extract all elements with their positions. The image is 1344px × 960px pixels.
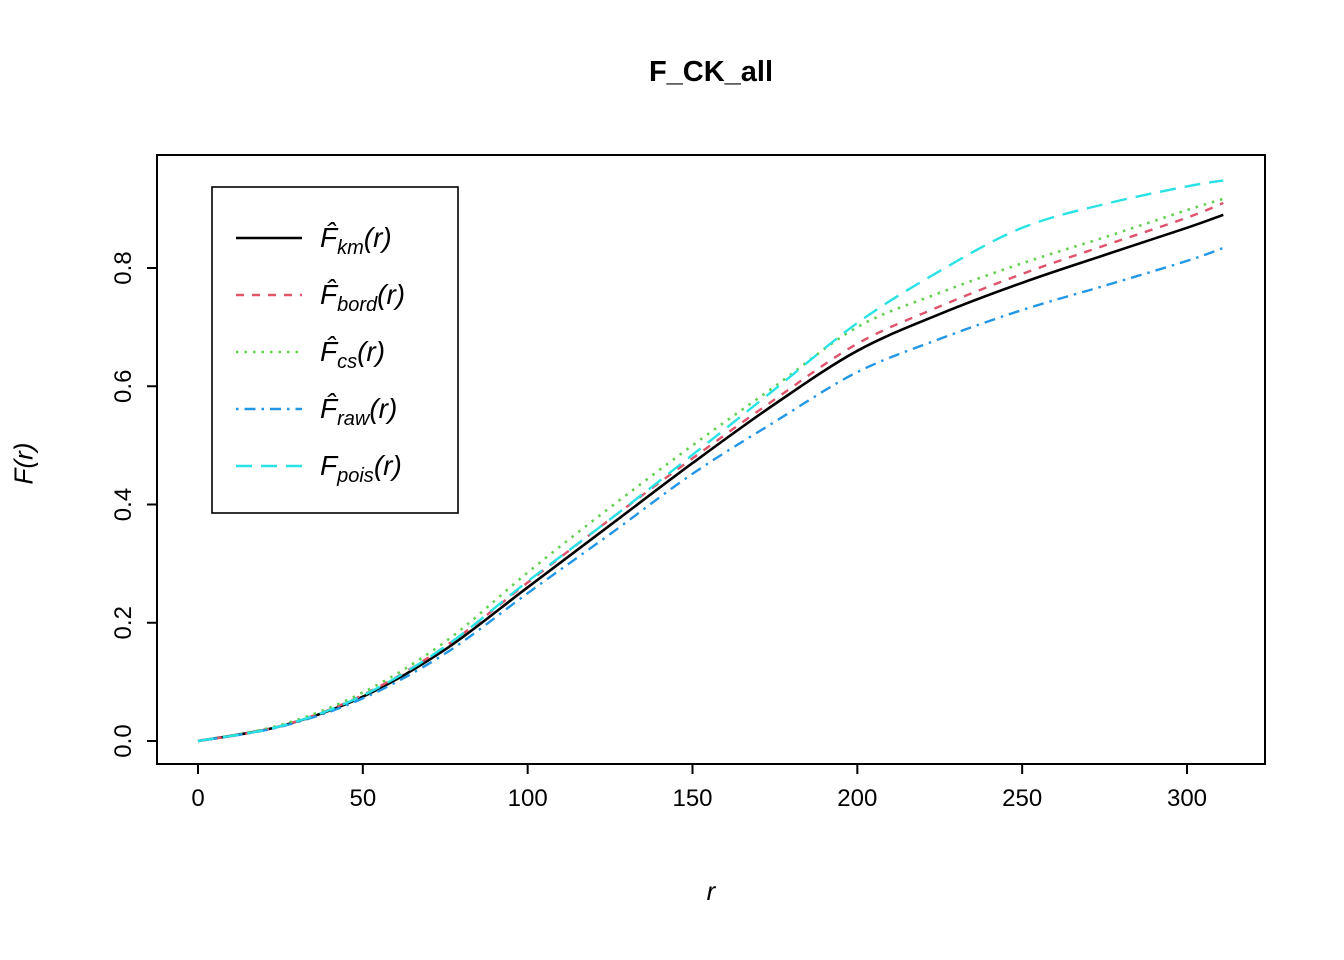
x-tick-label: 250	[1002, 785, 1042, 812]
legend-label-km: F̂km(r)	[320, 222, 392, 259]
legend-label-raw: F̂raw(r)	[320, 393, 397, 430]
x-tick-label: 0	[191, 785, 204, 812]
legend-label-pois: Fpois(r)	[320, 450, 402, 487]
x-tick-label: 50	[349, 785, 376, 812]
y-tick-label: 0.8	[110, 251, 137, 284]
x-tick-label: 300	[1167, 785, 1207, 812]
x-tick-label: 100	[508, 785, 548, 812]
curve-pois	[197, 179, 1224, 743]
y-tick-label: 0.0	[110, 724, 137, 757]
y-tick-label: 0.4	[110, 488, 137, 521]
y-tick-label: 0.6	[110, 370, 137, 403]
plot-title: F_CK_all	[648, 56, 774, 88]
curve-cs	[197, 197, 1224, 743]
x-tick-label: 200	[837, 785, 877, 812]
x-axis-label: r	[706, 876, 716, 906]
curve-raw	[197, 246, 1224, 743]
x-tick-label: 150	[672, 785, 712, 812]
y-tick-label: 0.2	[110, 606, 137, 639]
legend-box	[211, 186, 459, 514]
legend-label-cs: F̂cs(r)	[320, 336, 385, 373]
plot-frame	[156, 154, 1266, 765]
legend-label-bord: F̂bord(r)	[320, 279, 405, 316]
